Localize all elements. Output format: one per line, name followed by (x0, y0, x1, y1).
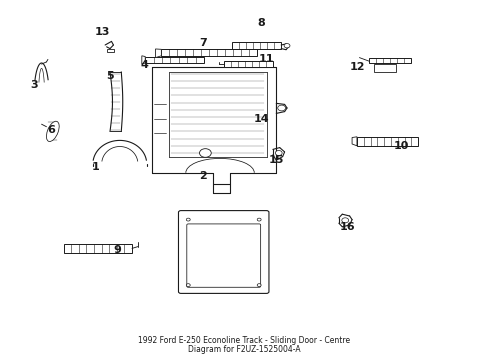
Text: 12: 12 (348, 62, 364, 72)
Bar (368, 58, 410, 63)
Text: 8: 8 (257, 18, 265, 28)
Bar (161, 49, 256, 56)
Circle shape (186, 284, 190, 287)
Text: 11: 11 (258, 54, 274, 64)
Text: 4: 4 (140, 60, 148, 70)
Text: 6: 6 (47, 125, 55, 135)
Text: 5: 5 (106, 71, 114, 81)
Circle shape (186, 218, 190, 221)
Circle shape (199, 149, 211, 157)
Polygon shape (142, 56, 145, 64)
Bar (106, 49, 114, 52)
FancyBboxPatch shape (186, 224, 260, 287)
Text: 9: 9 (113, 245, 121, 255)
FancyBboxPatch shape (178, 211, 268, 293)
Circle shape (275, 150, 282, 156)
Bar (232, 42, 281, 49)
Circle shape (341, 218, 348, 223)
Bar (63, 244, 132, 253)
Circle shape (277, 105, 285, 111)
Text: 16: 16 (339, 222, 354, 232)
Text: 13: 13 (95, 27, 110, 37)
Bar (373, 64, 395, 72)
Bar (145, 57, 203, 63)
Text: 2: 2 (199, 171, 206, 181)
Text: 1: 1 (91, 162, 99, 172)
Text: 7: 7 (199, 38, 206, 48)
Circle shape (284, 44, 289, 48)
Bar (224, 61, 272, 67)
Polygon shape (351, 137, 356, 146)
Ellipse shape (46, 121, 59, 141)
Bar (356, 137, 417, 146)
Text: 10: 10 (392, 141, 408, 151)
Circle shape (257, 284, 261, 287)
Text: 14: 14 (253, 114, 269, 124)
Circle shape (257, 218, 261, 221)
Text: 3: 3 (30, 80, 38, 90)
Text: 15: 15 (268, 155, 284, 165)
Text: 1992 Ford E-250 Econoline Track - Sliding Door - Centre: 1992 Ford E-250 Econoline Track - Slidin… (138, 336, 350, 345)
Polygon shape (155, 49, 161, 58)
Text: Diagram for F2UZ-1525004-A: Diagram for F2UZ-1525004-A (188, 346, 300, 354)
